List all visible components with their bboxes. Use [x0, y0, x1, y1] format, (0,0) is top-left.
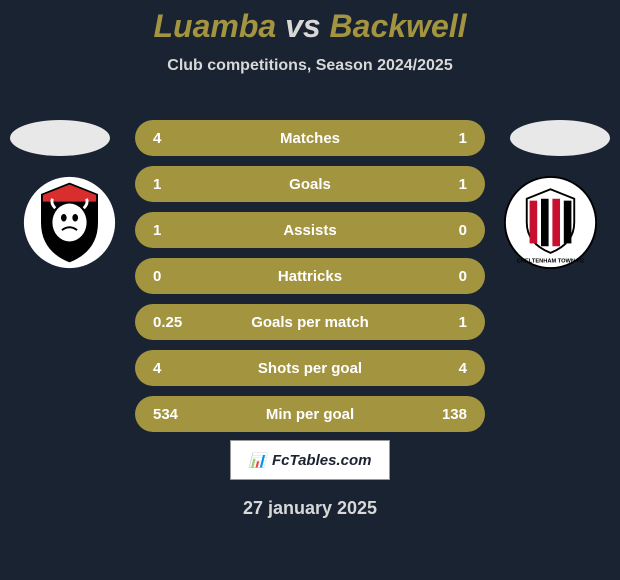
stat-left-value: 534 — [153, 406, 203, 423]
date-text: 27 january 2025 — [0, 498, 620, 519]
stat-right-value: 0 — [417, 222, 467, 239]
fctables-badge: 📊 FcTables.com — [230, 440, 390, 480]
stat-right-value: 1 — [417, 130, 467, 147]
stat-row-matches: 4 Matches 1 — [135, 120, 485, 156]
stat-row-hattricks: 0 Hattricks 0 — [135, 258, 485, 294]
team-logo-left — [22, 175, 117, 270]
salford-city-logo-icon — [22, 175, 117, 270]
stat-row-goals-per-match: 0.25 Goals per match 1 — [135, 304, 485, 340]
team-logo-right: CHELTENHAM TOWN FC — [503, 175, 598, 270]
fctables-text: FcTables.com — [272, 452, 371, 469]
stat-label: Goals per match — [203, 314, 417, 331]
stats-container: 4 Matches 1 1 Goals 1 1 Assists 0 0 Hatt… — [135, 120, 485, 442]
cheltenham-town-logo-icon: CHELTENHAM TOWN FC — [503, 175, 598, 270]
chart-icon: 📊 — [249, 452, 266, 469]
stat-label: Min per goal — [203, 406, 417, 423]
stat-row-assists: 1 Assists 0 — [135, 212, 485, 248]
stat-label: Goals — [203, 176, 417, 193]
stat-label: Hattricks — [203, 268, 417, 285]
stat-right-value: 138 — [417, 406, 467, 423]
comparison-title: Luamba vs Backwell — [0, 0, 620, 45]
logo-backdrop-right — [510, 120, 610, 156]
stat-right-value: 4 — [417, 360, 467, 377]
stat-left-value: 0.25 — [153, 314, 203, 331]
player1-name: Luamba — [153, 8, 276, 44]
stat-right-value: 1 — [417, 314, 467, 331]
stat-right-value: 1 — [417, 176, 467, 193]
stat-row-goals: 1 Goals 1 — [135, 166, 485, 202]
vs-text: vs — [285, 8, 321, 44]
stat-left-value: 4 — [153, 130, 203, 147]
stat-right-value: 0 — [417, 268, 467, 285]
stat-row-min-per-goal: 534 Min per goal 138 — [135, 396, 485, 432]
player2-name: Backwell — [330, 8, 467, 44]
stat-left-value: 1 — [153, 222, 203, 239]
svg-text:CHELTENHAM TOWN FC: CHELTENHAM TOWN FC — [517, 258, 584, 264]
stat-left-value: 1 — [153, 176, 203, 193]
stat-left-value: 0 — [153, 268, 203, 285]
stat-label: Matches — [203, 130, 417, 147]
stat-left-value: 4 — [153, 360, 203, 377]
stat-row-shots-per-goal: 4 Shots per goal 4 — [135, 350, 485, 386]
logo-backdrop-left — [10, 120, 110, 156]
stat-label: Assists — [203, 222, 417, 239]
subtitle: Club competitions, Season 2024/2025 — [0, 57, 620, 75]
stat-label: Shots per goal — [203, 360, 417, 377]
